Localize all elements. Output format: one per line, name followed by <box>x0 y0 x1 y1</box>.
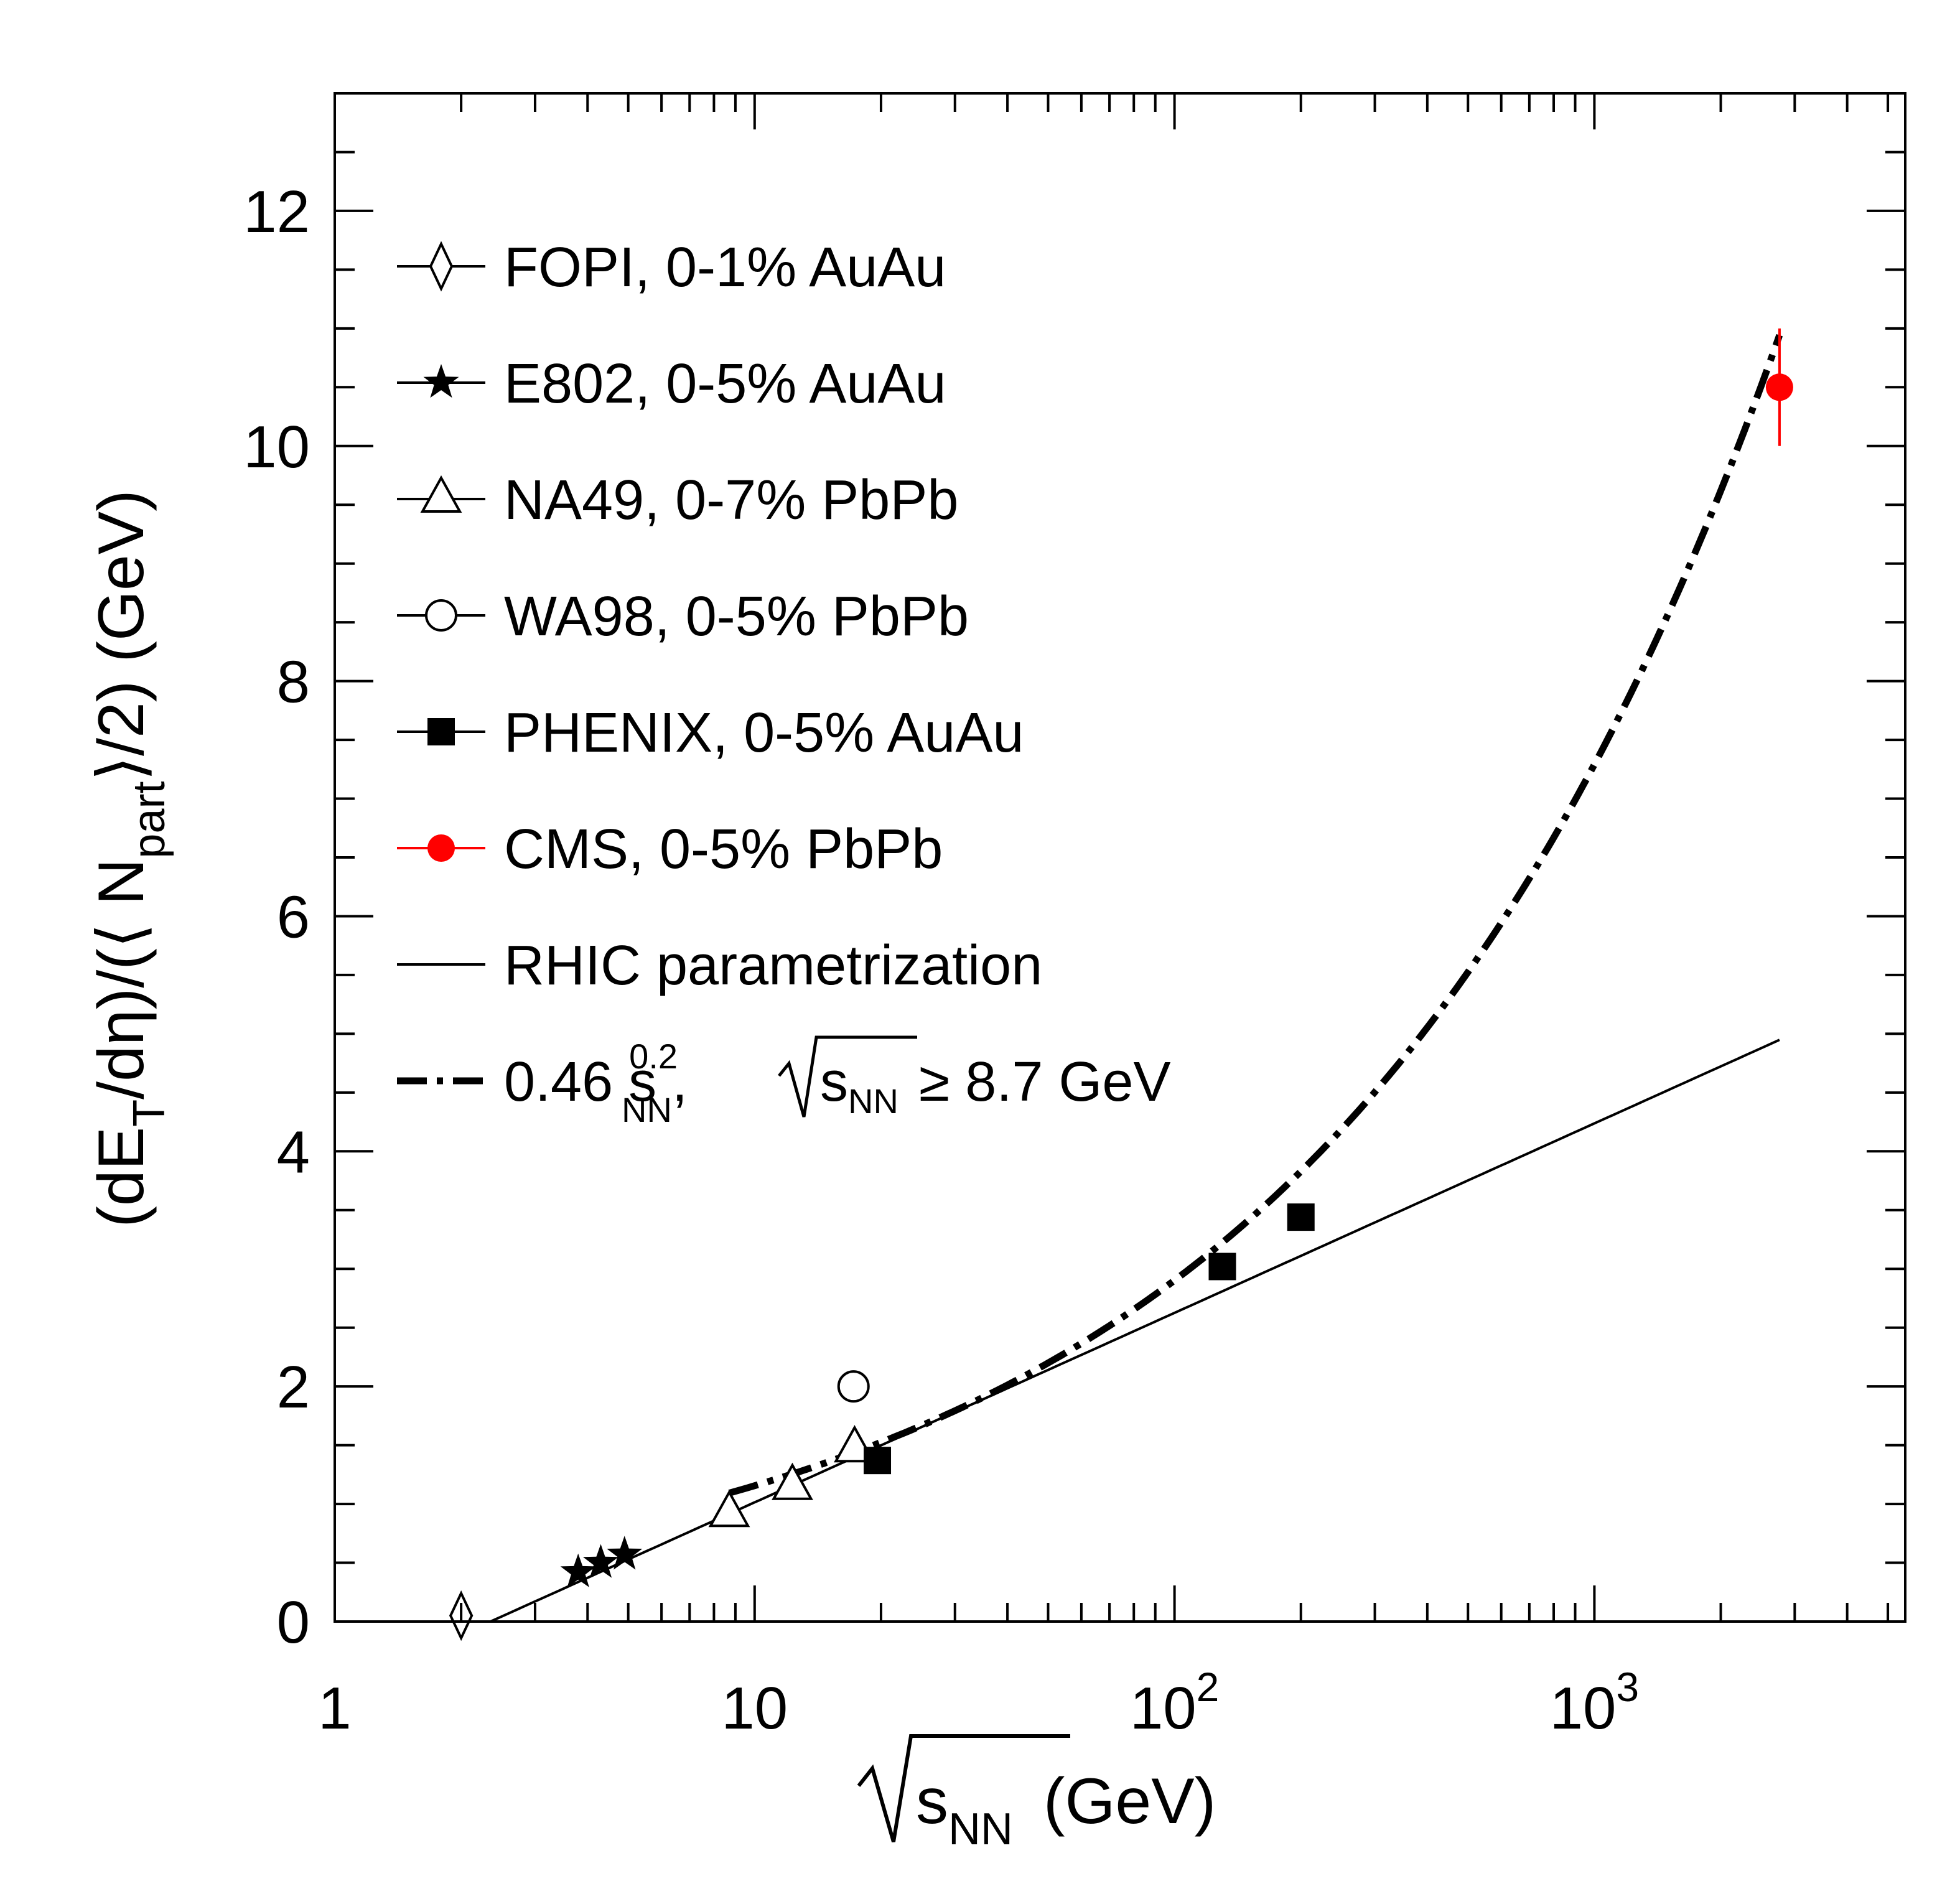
x-axis-sqrt-radical-icon <box>857 1734 1070 1842</box>
rhic-parametrization-curve <box>490 1039 1780 1623</box>
curves-layer <box>490 334 1783 1623</box>
legend-label-fit-sqrt: sNN ≥ 8.7 GeV <box>820 1051 1171 1121</box>
tick-labels-layer: 1 10 102 103 0 2 4 6 8 10 12 <box>243 179 1639 1742</box>
markers-layer <box>449 328 1793 1641</box>
legend-label-rhic: RHIC parametrization <box>504 935 1042 997</box>
wa98-data-point <box>837 1370 870 1403</box>
x-tick-label: 1 <box>318 1675 351 1742</box>
na49-data-point <box>708 1490 750 1528</box>
y-tick-label: 10 <box>243 414 310 480</box>
x-tick-label: 10 <box>721 1675 788 1742</box>
legend-label-fit: 0.46 s0.2 NN, <box>504 1037 688 1129</box>
e802-data-point <box>607 1536 643 1570</box>
cms-data-point <box>1765 373 1793 401</box>
legend-marker-cms <box>427 834 455 862</box>
ticks-layer <box>334 92 1905 1623</box>
e802-data-point <box>582 1544 618 1578</box>
legend-entry-na49: NA49, 0-7% PbPb <box>397 469 958 531</box>
y-tick-label: 2 <box>277 1354 310 1421</box>
legend-label-fopi: FOPI, 0-1% AuAu <box>504 236 946 299</box>
legend: FOPI, 0-1% AuAu E802, 0-5% AuAu NA49, 0-7%… <box>397 236 1171 1129</box>
na49-data-point <box>772 1462 813 1500</box>
phenix-data-point <box>1287 1203 1315 1231</box>
legend-label-wa98: WA98, 0-5% PbPb <box>504 586 969 648</box>
legend-entry-rhic: RHIC parametrization <box>397 935 1042 997</box>
legend-marker-fopi <box>429 241 454 292</box>
legend-label-e802: E802, 0-5% AuAu <box>504 353 946 415</box>
legend-entry-fit: 0.46 s0.2 NN, sNN ≥ 8.7 GeV <box>397 1035 1171 1129</box>
legend-entry-phenix: PHENIX, 0-5% AuAu <box>397 702 1024 764</box>
phenix-data-point <box>864 1447 892 1475</box>
legend-entry-wa98: WA98, 0-5% PbPb <box>397 586 969 648</box>
legend-label-cms: CMS, 0-5% PbPb <box>504 818 943 880</box>
legend-marker-wa98 <box>425 599 457 632</box>
x-axis-title: sNN (GeV) <box>916 1765 1216 1854</box>
sqrt-radical-icon <box>778 1035 917 1118</box>
y-tick-label: 4 <box>277 1119 310 1185</box>
legend-entry-e802: E802, 0-5% AuAu <box>397 353 946 415</box>
y-tick-label: 8 <box>277 649 310 716</box>
e802-data-point <box>560 1553 596 1587</box>
legend-marker-e802 <box>423 364 459 398</box>
power-law-fit-curve <box>728 334 1783 1496</box>
x-tick-label: 102 <box>1130 1664 1220 1742</box>
y-tick-label: 0 <box>277 1589 310 1656</box>
legend-entry-cms: CMS, 0-5% PbPb <box>397 818 943 880</box>
phenix-data-point <box>1208 1253 1236 1281</box>
legend-marker-phenix <box>427 718 455 745</box>
legend-label-phenix: PHENIX, 0-5% AuAu <box>504 702 1024 764</box>
y-tick-label: 12 <box>243 179 310 245</box>
legend-marker-na49 <box>420 475 462 513</box>
legend-entry-fopi: FOPI, 0-1% AuAu <box>397 236 946 299</box>
x-tick-label: 103 <box>1550 1664 1640 1742</box>
y-tick-label: 6 <box>277 884 310 950</box>
y-axis-title: (dET/dη)/(⟨ Npart⟩/2) (GeV) <box>85 490 174 1227</box>
legend-label-na49: NA49, 0-7% PbPb <box>504 469 958 531</box>
